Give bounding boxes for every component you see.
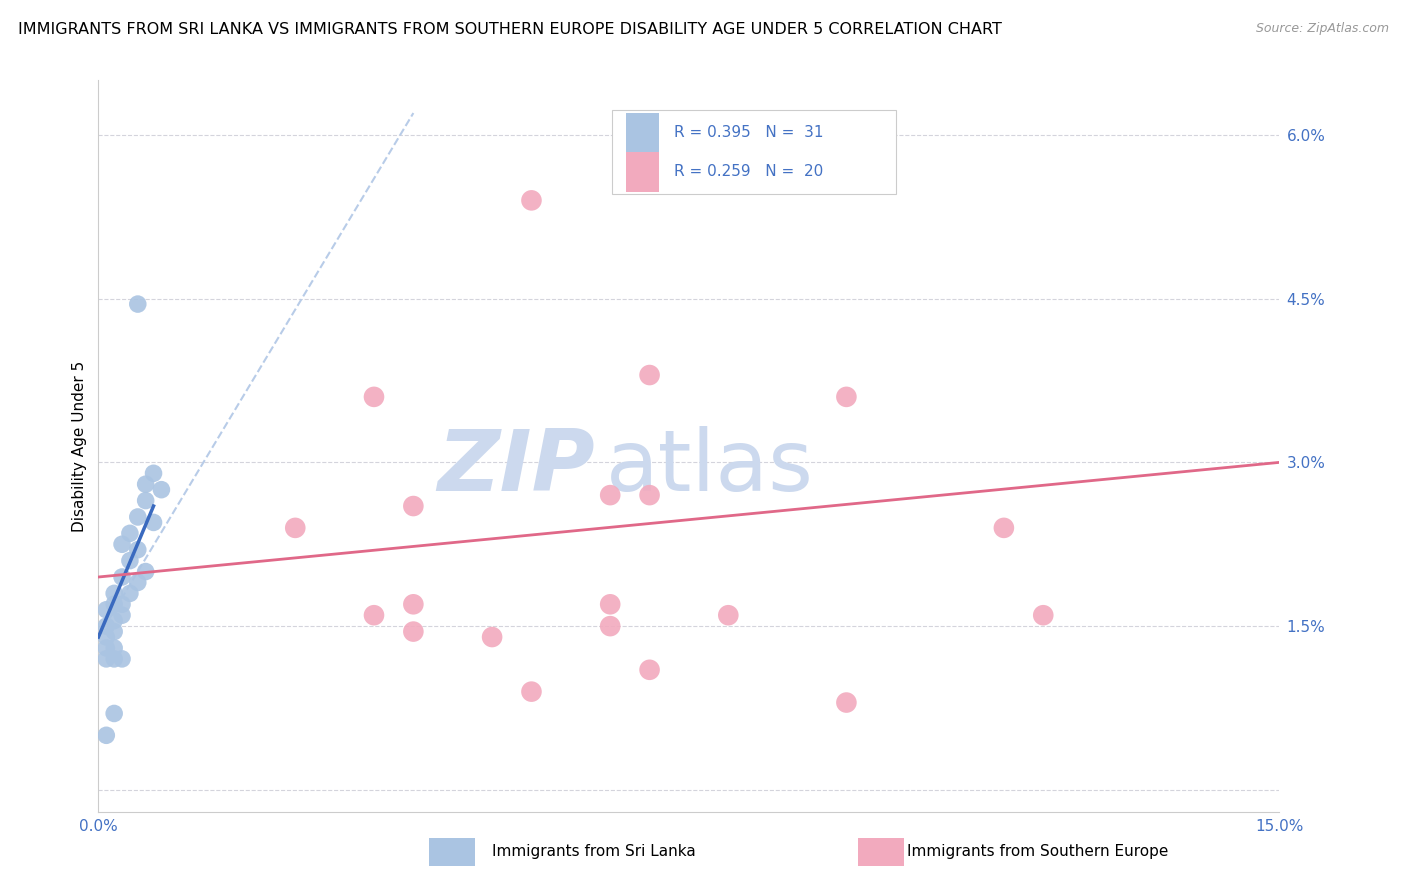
Point bbox=[96, 640, 118, 655]
Point bbox=[520, 194, 543, 208]
Point bbox=[599, 619, 621, 633]
Text: IMMIGRANTS FROM SRI LANKA VS IMMIGRANTS FROM SOUTHERN EUROPE DISABILITY AGE UNDE: IMMIGRANTS FROM SRI LANKA VS IMMIGRANTS … bbox=[18, 22, 1002, 37]
Point bbox=[103, 706, 125, 721]
Point bbox=[118, 586, 141, 600]
Text: atlas: atlas bbox=[606, 426, 814, 509]
Point bbox=[363, 608, 385, 623]
Point bbox=[993, 521, 1015, 535]
Point bbox=[135, 477, 157, 491]
Point bbox=[103, 586, 125, 600]
Point bbox=[520, 684, 543, 698]
Point bbox=[835, 696, 858, 710]
Point bbox=[111, 597, 134, 611]
FancyBboxPatch shape bbox=[612, 110, 896, 194]
Text: R = 0.259   N =  20: R = 0.259 N = 20 bbox=[673, 164, 823, 179]
Point bbox=[363, 390, 385, 404]
FancyBboxPatch shape bbox=[626, 112, 659, 153]
Point bbox=[402, 597, 425, 611]
Point bbox=[127, 542, 149, 557]
Point bbox=[111, 537, 134, 551]
Point bbox=[835, 390, 858, 404]
Point bbox=[111, 652, 134, 666]
Text: ZIP: ZIP bbox=[437, 426, 595, 509]
Point bbox=[127, 575, 149, 590]
Point bbox=[599, 488, 621, 502]
Point bbox=[96, 619, 118, 633]
Point bbox=[150, 483, 173, 497]
Point bbox=[96, 728, 118, 742]
Point bbox=[103, 652, 125, 666]
Point bbox=[135, 565, 157, 579]
Point bbox=[96, 652, 118, 666]
Text: Source: ZipAtlas.com: Source: ZipAtlas.com bbox=[1256, 22, 1389, 36]
Point bbox=[142, 516, 165, 530]
Point bbox=[127, 510, 149, 524]
Point bbox=[1032, 608, 1054, 623]
Point bbox=[402, 499, 425, 513]
Point bbox=[638, 368, 661, 382]
Point bbox=[118, 526, 141, 541]
Text: Immigrants from Sri Lanka: Immigrants from Sri Lanka bbox=[492, 845, 696, 859]
Point bbox=[103, 624, 125, 639]
Point bbox=[103, 614, 125, 628]
Point bbox=[284, 521, 307, 535]
Point bbox=[142, 467, 165, 481]
Point bbox=[103, 640, 125, 655]
Point bbox=[599, 597, 621, 611]
Y-axis label: Disability Age Under 5: Disability Age Under 5 bbox=[72, 360, 87, 532]
Point bbox=[135, 493, 157, 508]
Point bbox=[96, 603, 118, 617]
Point bbox=[481, 630, 503, 644]
Point bbox=[103, 597, 125, 611]
Text: R = 0.395   N =  31: R = 0.395 N = 31 bbox=[673, 126, 823, 140]
Point bbox=[118, 554, 141, 568]
FancyBboxPatch shape bbox=[626, 152, 659, 192]
Point bbox=[717, 608, 740, 623]
Point bbox=[96, 630, 118, 644]
Text: Immigrants from Southern Europe: Immigrants from Southern Europe bbox=[907, 845, 1168, 859]
Point bbox=[111, 570, 134, 584]
Point bbox=[111, 608, 134, 623]
Point bbox=[638, 488, 661, 502]
Point bbox=[638, 663, 661, 677]
Point bbox=[402, 624, 425, 639]
Point bbox=[127, 297, 149, 311]
